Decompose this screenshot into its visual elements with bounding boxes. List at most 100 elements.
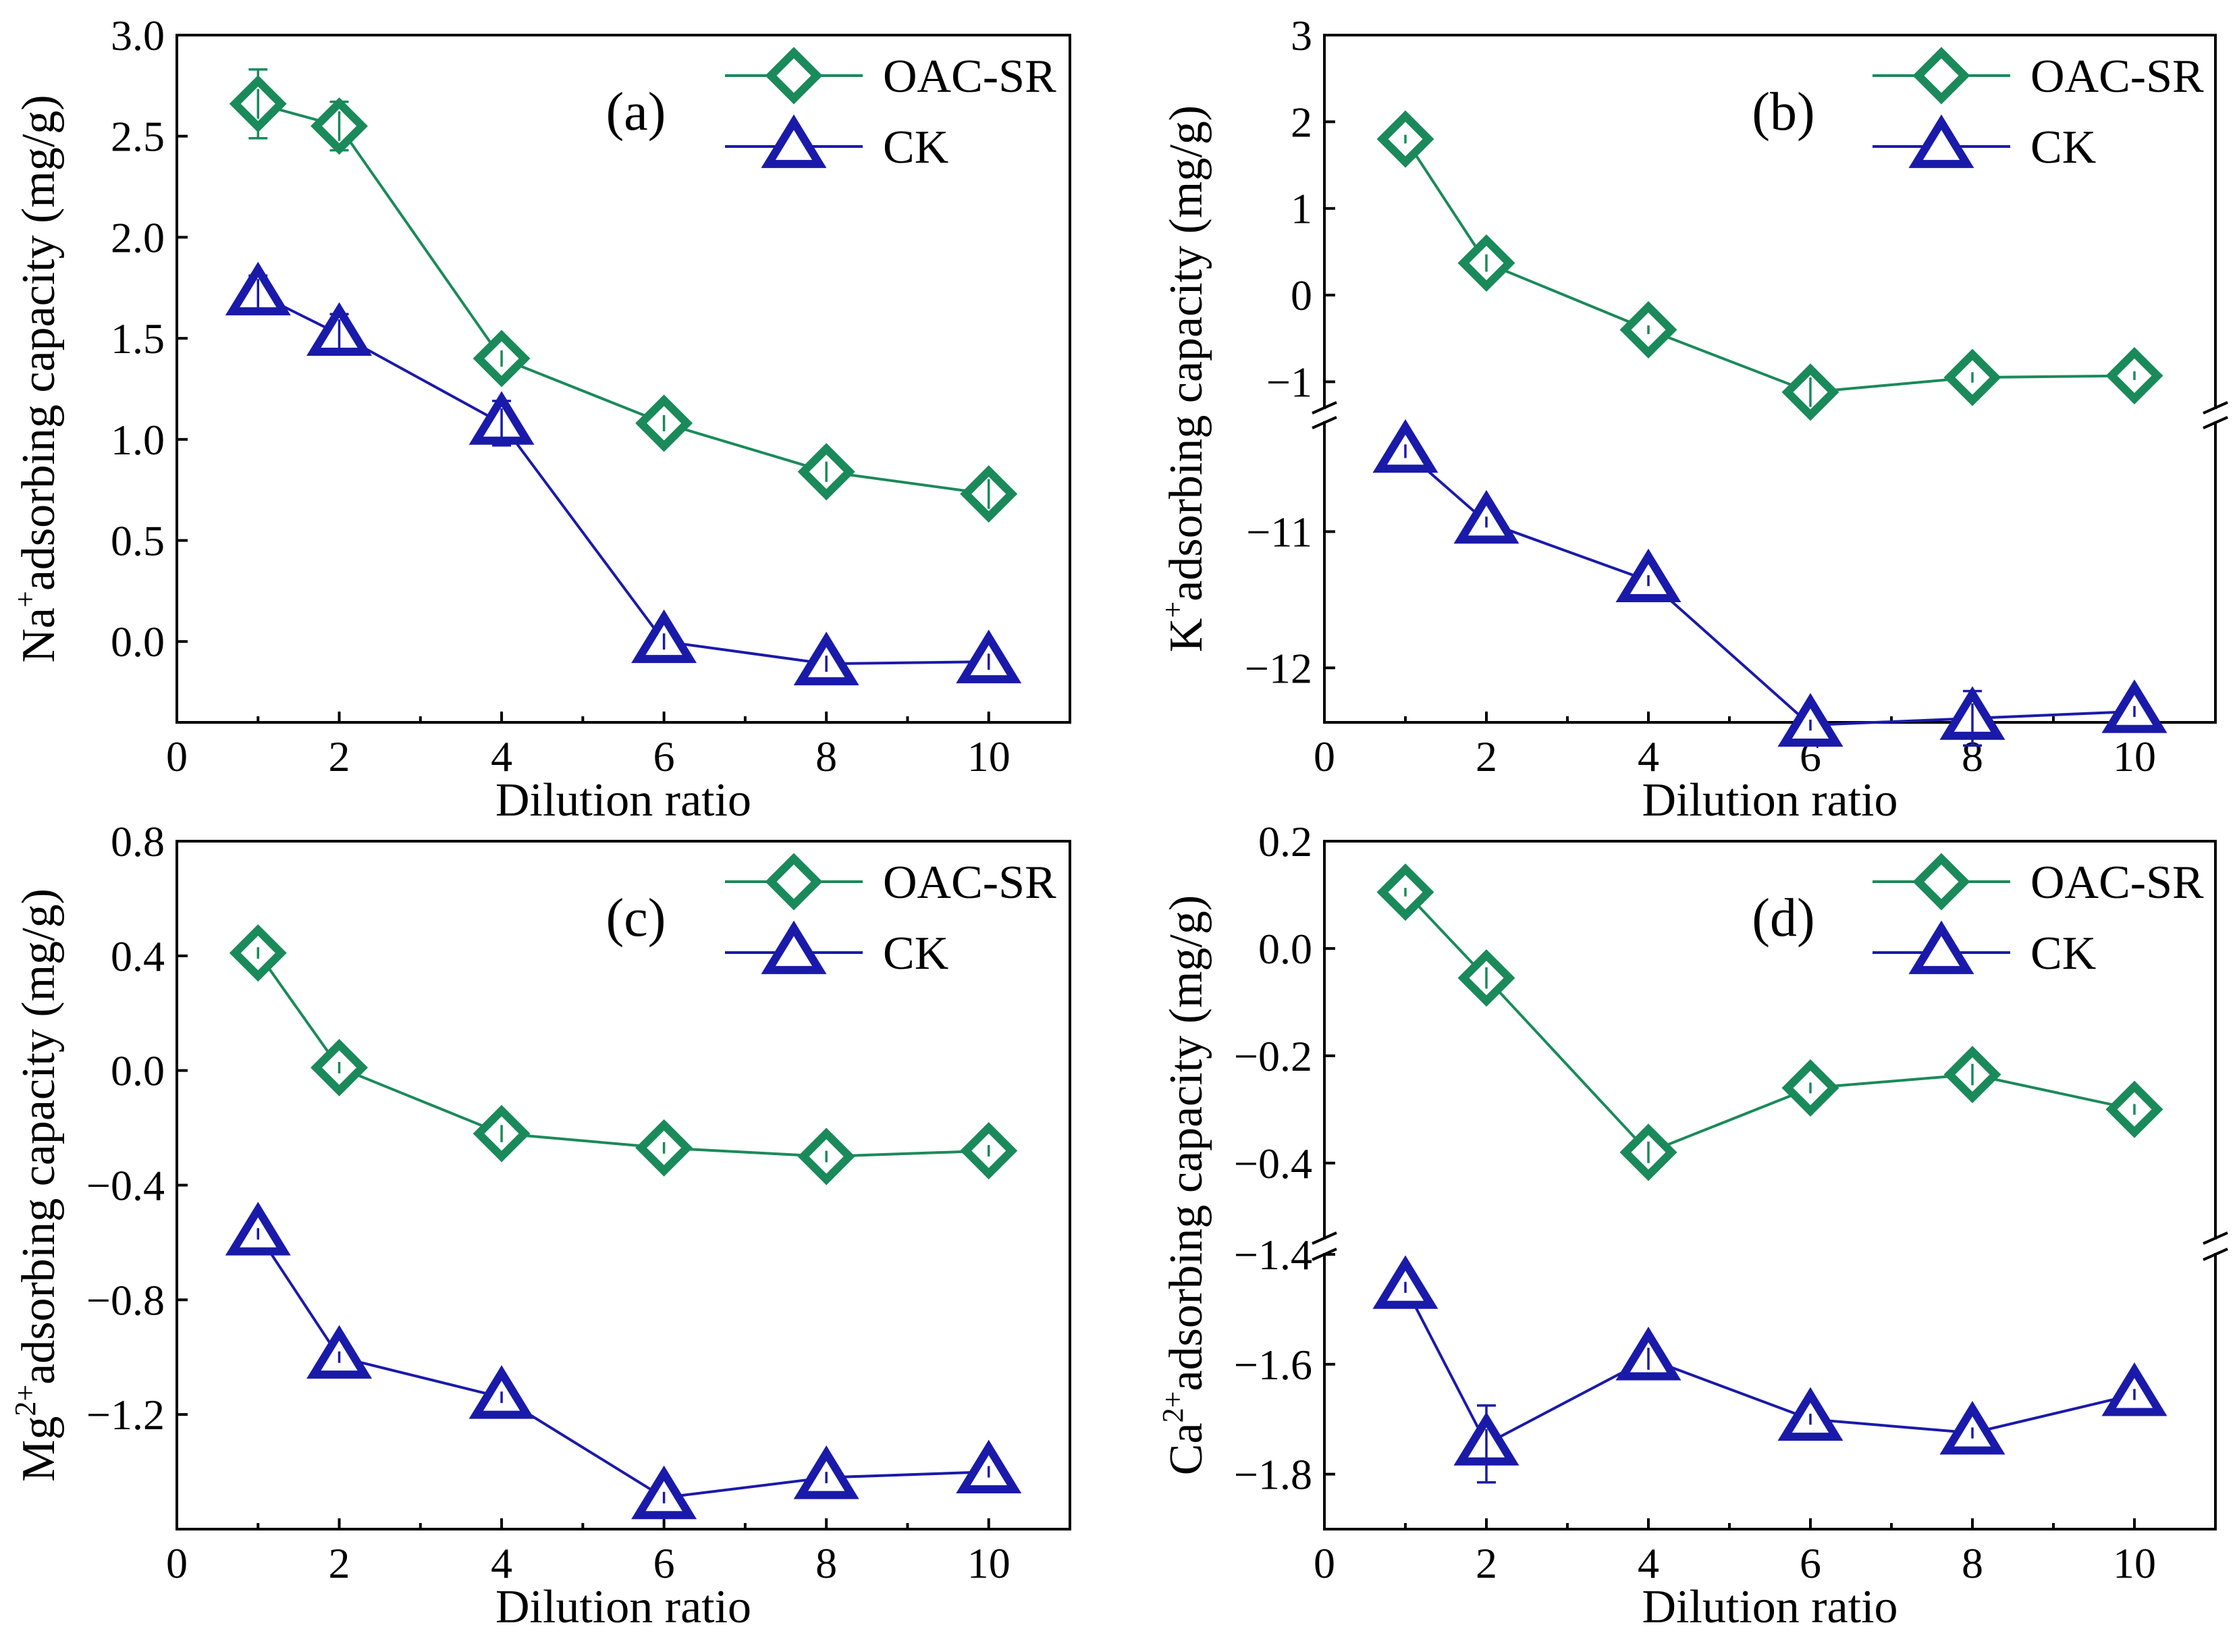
- legend-item: CK: [725, 920, 948, 980]
- y-tick-label: 0.4: [111, 932, 165, 980]
- x-axis-title: Dilution ratio: [1642, 774, 1897, 826]
- x-tick-label: 6: [653, 732, 675, 780]
- y-tick-label: −11: [1246, 508, 1312, 556]
- x-tick-label: 10: [2113, 732, 2156, 780]
- series-ck: [1372, 419, 2167, 747]
- y-axis-title-ion: K: [1160, 618, 1212, 653]
- x-tick-label: 10: [2113, 1539, 2156, 1587]
- plot-frame: [176, 34, 1071, 724]
- axis-break-mark-left: [1312, 416, 1337, 429]
- x-tick-label: 8: [1962, 1539, 1983, 1587]
- y-tick-label: −1.6: [1234, 1341, 1312, 1389]
- y-tick-label: 1: [1291, 185, 1312, 233]
- series-line: [257, 1233, 989, 1499]
- y-tick-label: −12: [1245, 644, 1312, 692]
- series-oac-sr: [1376, 110, 2163, 421]
- y-tick-label: −0.2: [1234, 1032, 1312, 1080]
- legend-marker: [765, 853, 823, 911]
- y-tick-label: 0.2: [1258, 818, 1312, 865]
- x-tick-label: 8: [815, 1539, 837, 1587]
- y-tick-label: 0: [1291, 271, 1312, 319]
- x-tick-label: 4: [1638, 732, 1659, 780]
- x-tick-label: 2: [1476, 732, 1497, 780]
- legend-label: OAC-SR: [2030, 857, 2204, 909]
- axis-break-mark-right: [2203, 1231, 2228, 1245]
- y-tick-label: 0.8: [111, 818, 165, 865]
- x-tick-label: 8: [815, 732, 837, 780]
- series-line: [1404, 138, 2135, 394]
- panel-label: (d): [1752, 888, 1814, 948]
- plot-frame: [1323, 34, 2217, 724]
- panel-label: (b): [1752, 82, 1814, 142]
- legend-item: OAC-SR: [725, 853, 1056, 911]
- y-axis-title-text: adsorbing capacity (mg/g): [1160, 895, 1212, 1391]
- axis-break-gap-left: [1320, 1240, 1328, 1253]
- y-axis-title-charge: +: [1156, 602, 1189, 618]
- x-axis-title: Dilution ratio: [1642, 1581, 1897, 1633]
- y-axis-title-text: adsorbing capacity (mg/g): [13, 888, 65, 1385]
- legend-item: OAC-SR: [1873, 47, 2204, 105]
- panel-a: 0 2 4 6 8 10 0.0 0.5 1.0 1.5 2.0 2.5 3.0 Dilution rat…: [9, 11, 1071, 826]
- legend-label: OAC-SR: [883, 857, 1056, 909]
- x-tick-label: 6: [1800, 1539, 1821, 1587]
- y-axis-title: Mg2+adsorbing capacity (mg/g): [9, 888, 65, 1482]
- legend-label: CK: [2030, 122, 2096, 174]
- y-tick-label: 1.5: [111, 315, 165, 363]
- legend-label: CK: [2030, 928, 2096, 980]
- y-tick-label: −1.8: [1234, 1451, 1312, 1499]
- y-axis-title-ion: Ca: [1160, 1422, 1212, 1475]
- y-tick-label: 2: [1291, 98, 1312, 146]
- x-tick-label: 4: [491, 732, 512, 780]
- x-tick-label: 0: [166, 732, 188, 780]
- axis-break-mark-right: [2203, 1248, 2228, 1261]
- x-axis-title: Dilution ratio: [495, 1581, 751, 1633]
- panel-d: 0 2 4 6 8 10 −0.4 −0.2 0.0 0.2 −1.8 −1.6 −1.4 Dilutio…: [1156, 818, 2228, 1633]
- legend-label: CK: [883, 928, 948, 980]
- y-tick-label: 0.0: [111, 1047, 165, 1095]
- y-tick-label: 2.0: [111, 213, 165, 261]
- series-line: [257, 952, 989, 1158]
- legend-marker: [765, 47, 823, 105]
- legend-marker: [1908, 114, 1974, 168]
- legend-marker: [1908, 920, 1974, 974]
- legend-label: CK: [883, 122, 948, 174]
- x-tick-label: 4: [1638, 1539, 1659, 1587]
- legend-marker: [761, 920, 827, 974]
- legend-item: OAC-SR: [1873, 853, 2204, 911]
- y-axis-title-charge: +: [9, 591, 42, 608]
- axis-break-gap-right: [2211, 1240, 2219, 1253]
- y-tick-label: −1.4: [1234, 1231, 1312, 1279]
- axis-break-gap-right: [2211, 409, 2219, 421]
- y-tick-label: 3.0: [111, 11, 165, 59]
- x-tick-label: 0: [166, 1539, 188, 1587]
- series-line: [257, 102, 989, 496]
- series-oac-sr: [1376, 863, 2163, 1181]
- y-axis-title-charge: 2+: [9, 1385, 42, 1416]
- legend-item: CK: [725, 114, 948, 174]
- x-tick-label: 10: [967, 1539, 1011, 1587]
- legend-label: OAC-SR: [2030, 51, 2204, 103]
- y-axis-title: Ca2+adsorbing capacity (mg/g): [1156, 895, 1212, 1475]
- y-tick-label: −0.4: [1234, 1140, 1312, 1188]
- series-ck: [1372, 1255, 2167, 1484]
- y-axis-title: Na+adsorbing capacity (mg/g): [9, 95, 65, 662]
- legend-item: OAC-SR: [725, 47, 1056, 105]
- y-tick-label: 3: [1291, 11, 1312, 59]
- axis-break-mark-left: [1312, 401, 1337, 415]
- panel-label: (c): [606, 888, 666, 948]
- legend-item: CK: [1873, 920, 2096, 980]
- axis-break-gap-left: [1320, 409, 1328, 421]
- x-tick-label: 6: [653, 1539, 675, 1587]
- x-tick-label: 0: [1314, 1539, 1335, 1587]
- y-axis-title-ion: Mg: [13, 1416, 65, 1482]
- legend-marker: [1912, 47, 1970, 105]
- axis-break-mark-right: [2203, 401, 2228, 415]
- y-tick-label: −0.8: [86, 1276, 165, 1324]
- axis-break-mark-left: [1312, 1231, 1337, 1245]
- y-tick-label: 2.5: [111, 113, 165, 161]
- series-line: [1404, 450, 2135, 727]
- y-tick-label: 1.0: [111, 416, 165, 464]
- axis-break-mark-right: [2203, 416, 2228, 429]
